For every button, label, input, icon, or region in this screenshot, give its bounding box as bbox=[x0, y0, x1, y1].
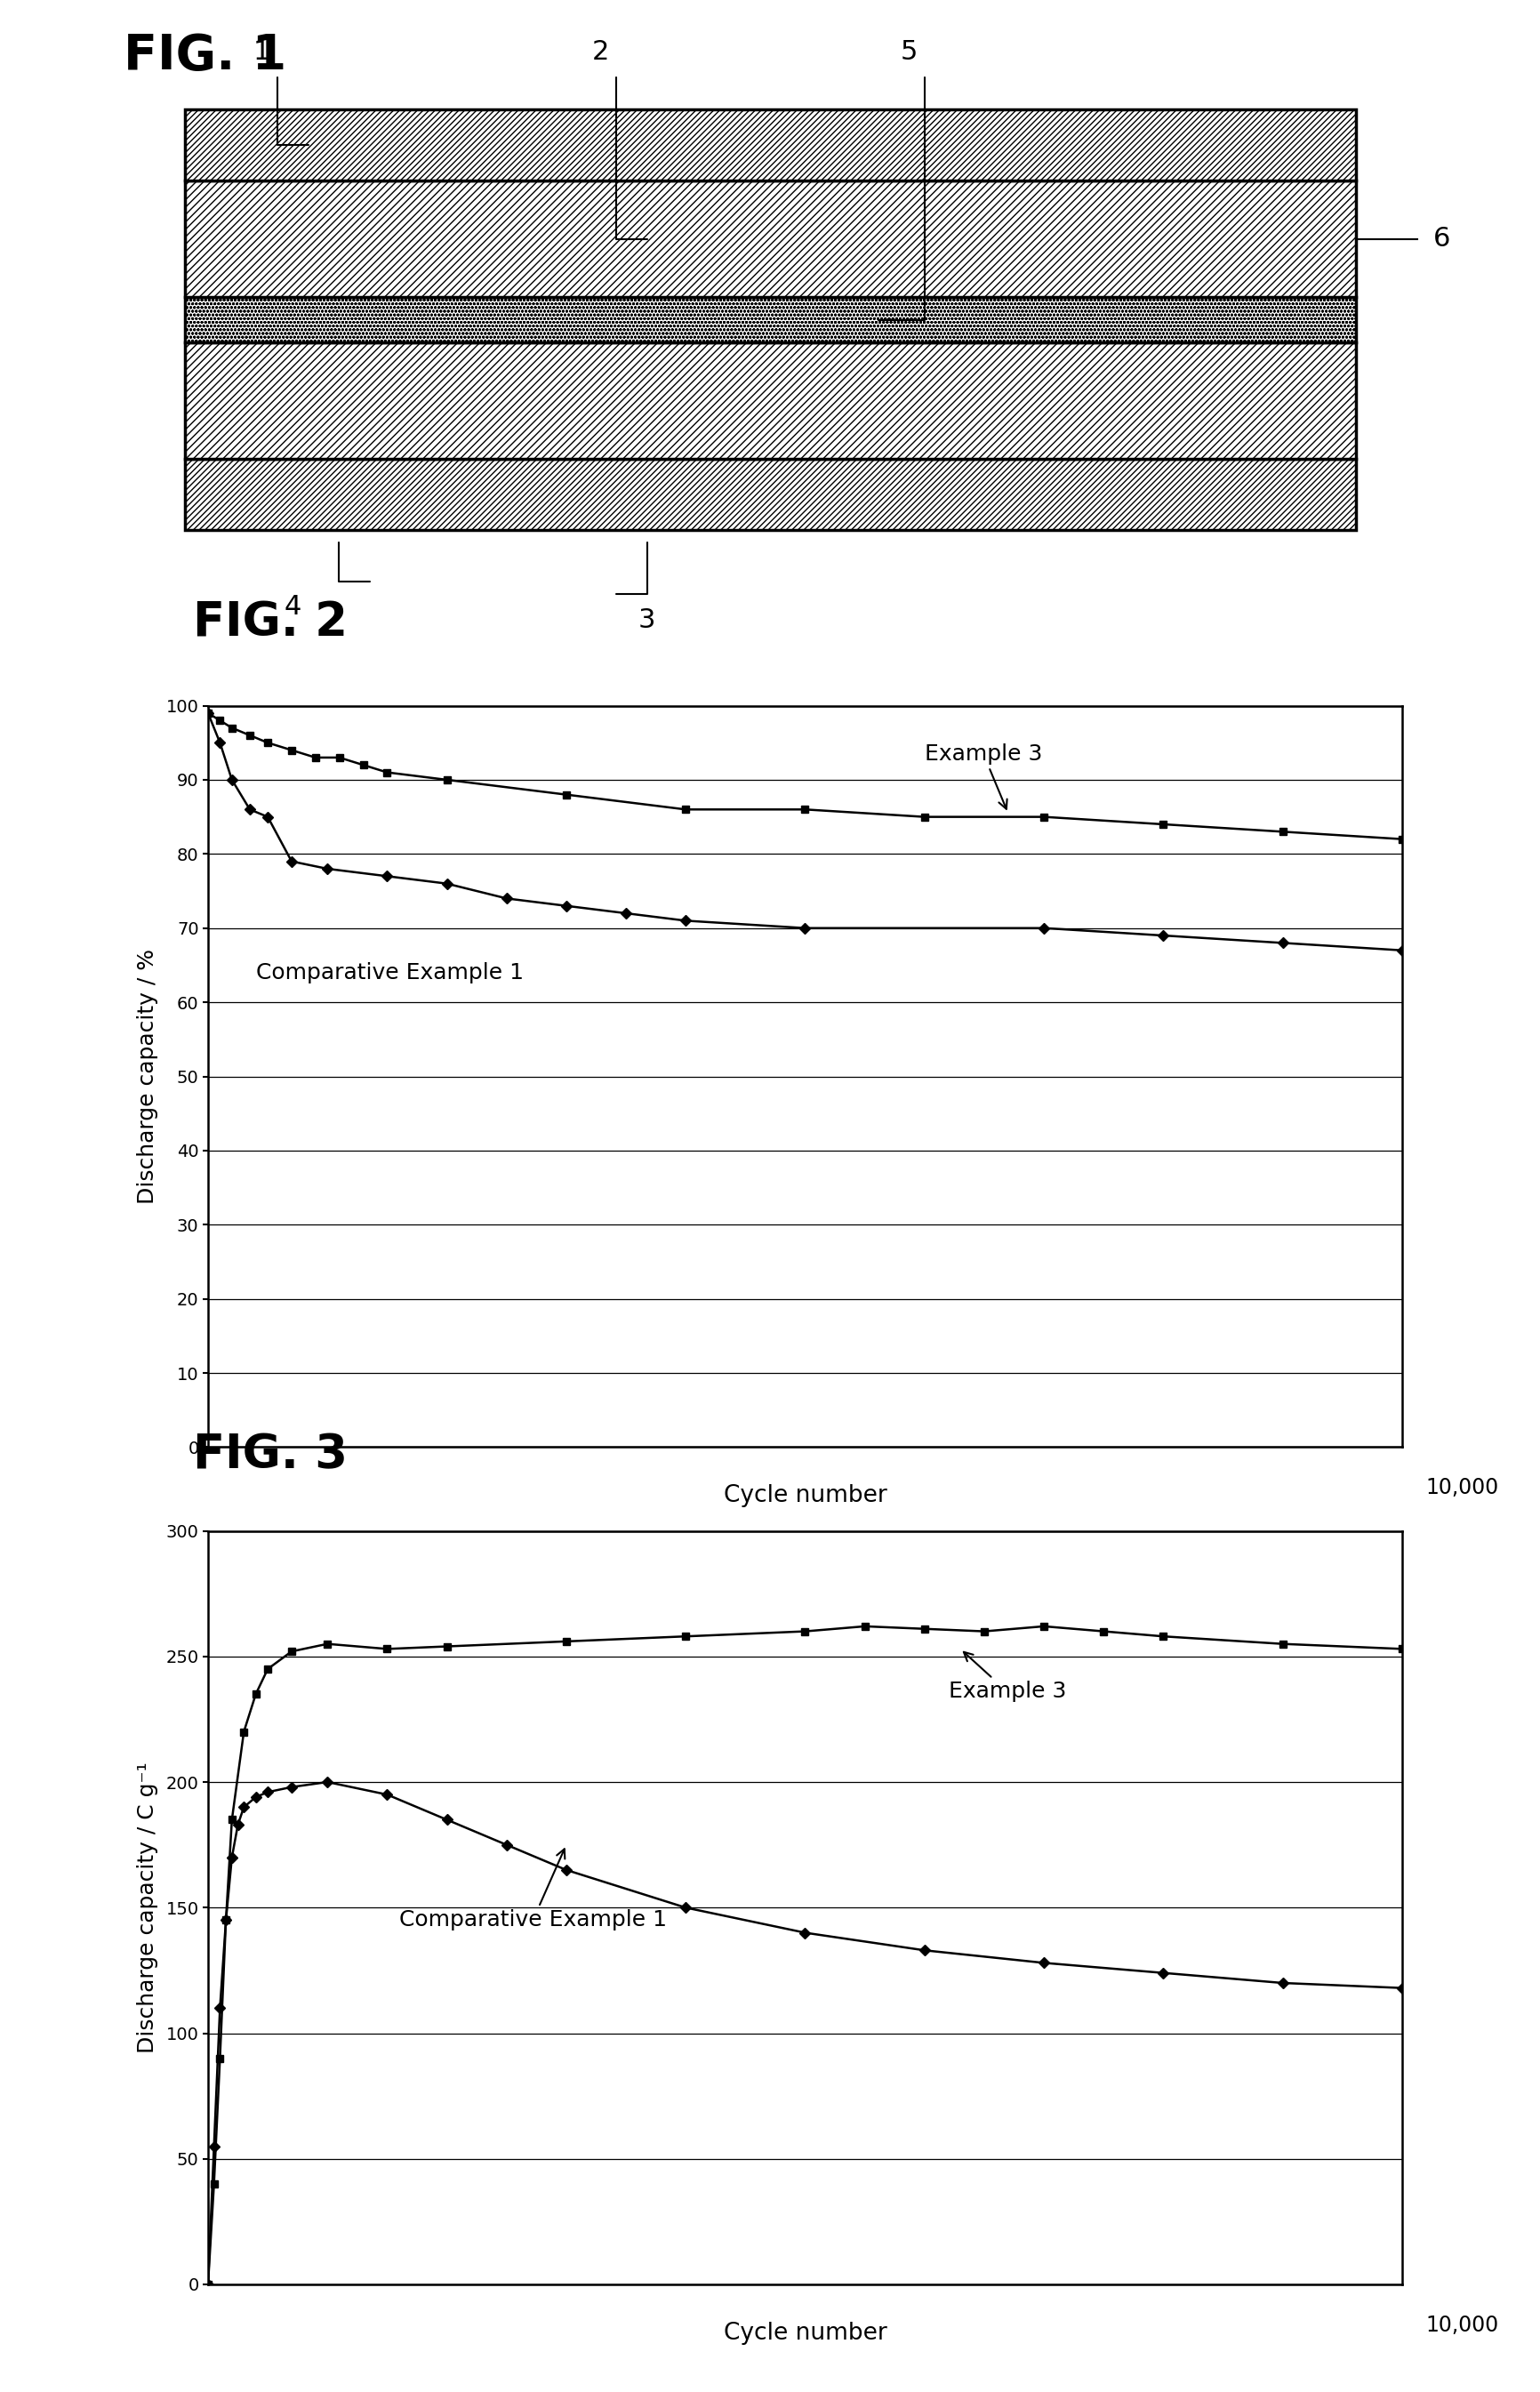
Text: FIG. 2: FIG. 2 bbox=[192, 600, 347, 646]
Text: 4: 4 bbox=[283, 593, 302, 620]
Text: 5: 5 bbox=[899, 38, 918, 65]
Text: Cycle number: Cycle number bbox=[722, 2323, 887, 2344]
Y-axis label: Discharge capacity / C g⁻¹: Discharge capacity / C g⁻¹ bbox=[137, 1763, 159, 2052]
Text: 2: 2 bbox=[591, 38, 610, 65]
Text: Comparative Example 1: Comparative Example 1 bbox=[256, 962, 524, 983]
Bar bbox=[185, 182, 1355, 297]
Text: 3: 3 bbox=[638, 608, 656, 634]
Text: Example 3: Example 3 bbox=[924, 744, 1041, 808]
Y-axis label: Discharge capacity / %: Discharge capacity / % bbox=[137, 950, 159, 1203]
Bar bbox=[185, 459, 1355, 529]
Text: FIG. 1: FIG. 1 bbox=[123, 33, 286, 81]
Text: Cycle number: Cycle number bbox=[722, 1483, 887, 1507]
Text: FIG. 3: FIG. 3 bbox=[192, 1433, 347, 1478]
Bar bbox=[185, 110, 1355, 182]
Text: 10,000: 10,000 bbox=[1426, 2315, 1498, 2337]
Text: 10,000: 10,000 bbox=[1426, 1476, 1498, 1497]
Text: Example 3: Example 3 bbox=[949, 1653, 1066, 1703]
Text: Comparative Example 1: Comparative Example 1 bbox=[399, 1849, 667, 1930]
Text: 1: 1 bbox=[253, 38, 271, 65]
Text: 6: 6 bbox=[1432, 227, 1449, 251]
Bar bbox=[185, 342, 1355, 459]
Bar bbox=[185, 297, 1355, 342]
